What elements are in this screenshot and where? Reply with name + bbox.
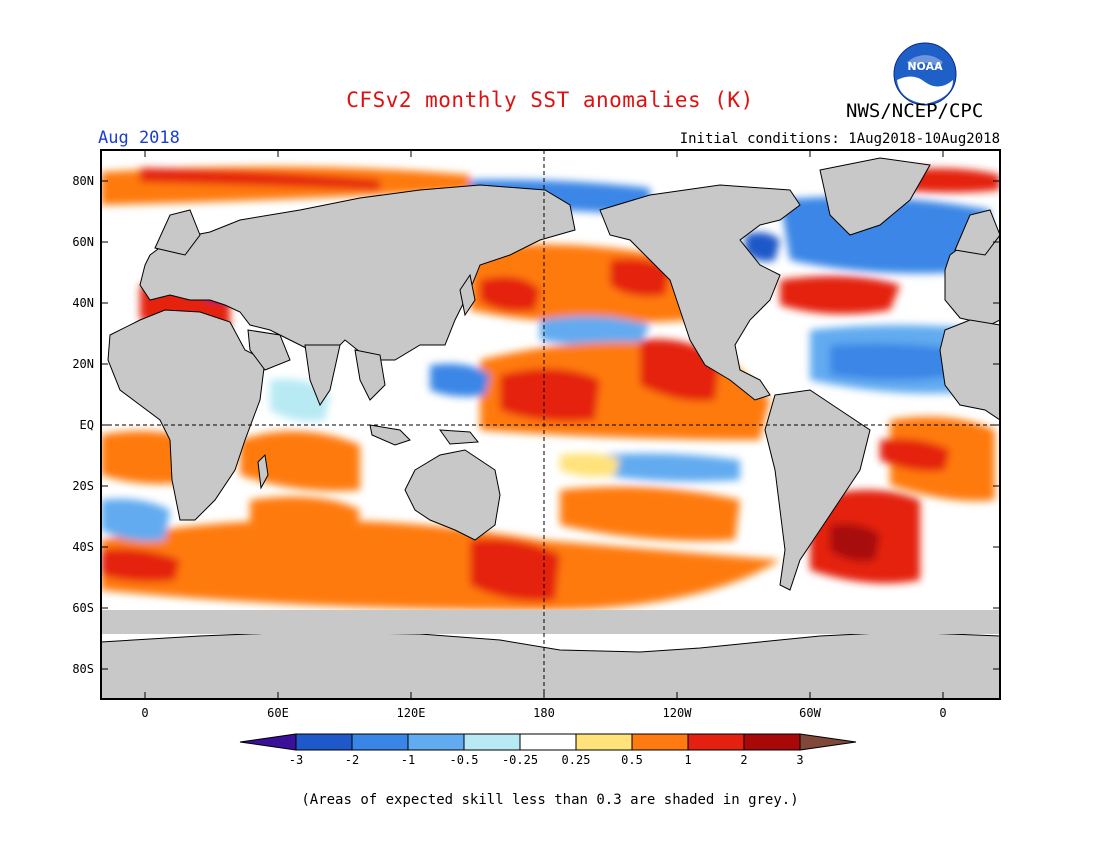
lon-label: 0 [141,706,148,720]
colorbar-label: 2 [740,753,747,767]
arabia-land [247,329,291,371]
low-skill-shading [101,610,1000,634]
africa-land-right [939,319,1000,421]
greenland-land [819,157,931,236]
colorbar-box [687,733,745,751]
colorbar-box [463,733,521,751]
lon-label: 60W [799,706,821,720]
lat-label: 80S [72,662,94,676]
lat-label: 20S [72,479,94,493]
colorbar-label: -3 [289,753,303,767]
lon-label: 120E [397,706,426,720]
colorbar-box [407,733,465,751]
colorbar-label: 0.5 [621,753,643,767]
colorbar-high-arrow [799,733,857,751]
colorbar-label: 0.25 [562,753,591,767]
colorbar-low-arrow [239,733,297,751]
colorbar-box [519,733,577,751]
south-america-land [764,389,871,591]
noaa-logo-text: NOAA [907,60,943,73]
scandinavia-land-right [954,209,1000,256]
colorbar [239,733,857,751]
madagascar-land [257,453,269,490]
lat-label: 40S [72,540,94,554]
colorbar-label: 3 [796,753,803,767]
skill-caption: (Areas of expected skill less than 0.3 a… [301,792,799,808]
lon-label: 60E [267,706,289,720]
australia-land [404,449,501,541]
lon-labels: 0 60E 120E 180 120W 60W 0 [141,706,946,720]
colorbar-box [743,733,801,751]
new-guinea-land [438,429,479,445]
month-label: Aug 2018 [98,128,180,148]
japan-land [459,273,476,317]
land-masses [101,157,1000,699]
colorbar-label: -2 [345,753,359,767]
colorbar-label: -0.25 [502,753,538,767]
noaa-logo: NOAA [893,42,957,106]
lat-labels: 80N 60N 40N 20N EQ 20S 40S 60S 80S [72,174,94,676]
colorbar-box [575,733,633,751]
colorbar-box [631,733,689,751]
lon-label: 120W [663,706,693,720]
colorbar-box [351,733,409,751]
colorbar-box [295,733,353,751]
lon-label: 0 [939,706,946,720]
lat-label: EQ [80,418,94,432]
colorbar-label: -0.5 [450,753,479,767]
africa-land [107,309,266,521]
india-land [304,344,341,407]
lat-label: 60N [72,235,94,249]
indochina-land [354,349,386,401]
lat-ticks [101,180,1000,670]
lat-label: 80N [72,174,94,188]
eurasia-land [139,184,576,361]
lat-label: 20N [72,357,94,371]
north-america-land [599,184,801,401]
colorbar-label: 1 [684,753,691,767]
indonesia-land [369,424,411,446]
lon-label: 180 [533,706,555,720]
scandinavia-land [154,209,201,256]
lat-label: 60S [72,601,94,615]
initial-conditions-label: Initial conditions: 1Aug2018-10Aug2018 [679,131,1000,147]
lat-label: 40N [72,296,94,310]
colorbar-labels: -3 -2 -1 -0.5 -0.25 0.25 0.5 1 2 3 [289,753,804,767]
chart-title: CFSv2 monthly SST anomalies (K) [346,88,754,112]
colorbar-label: -1 [401,753,415,767]
lon-ticks [144,150,944,699]
agency-label: NWS/NCEP/CPC [846,100,984,122]
